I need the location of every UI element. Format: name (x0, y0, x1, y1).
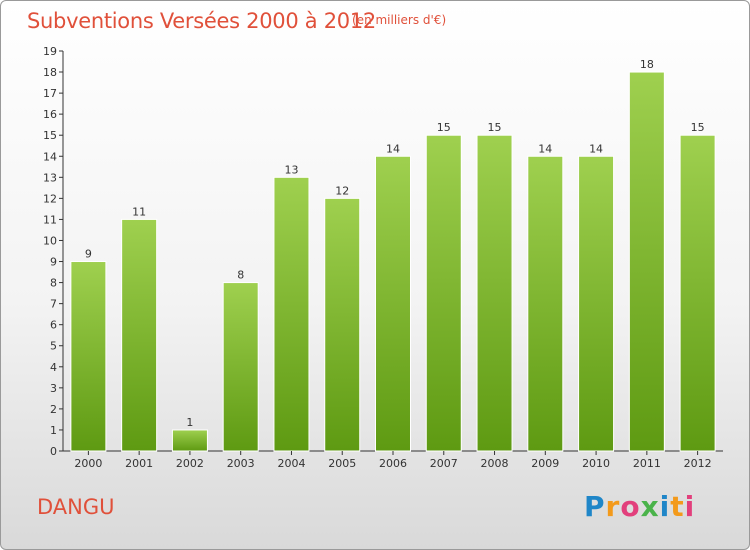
y-tick-label: 13 (43, 171, 57, 184)
y-tick-label: 9 (50, 256, 57, 269)
x-tick-label: 2004 (277, 457, 305, 470)
bar (324, 197, 361, 452)
data-label: 1 (186, 416, 193, 429)
y-tick-label: 0 (50, 445, 57, 458)
bar (476, 134, 513, 452)
bar (121, 218, 158, 452)
data-label: 15 (437, 121, 451, 134)
bar (375, 155, 411, 452)
y-tick-label: 18 (43, 66, 57, 79)
x-tick-label: 2002 (176, 457, 204, 470)
bar (171, 429, 208, 452)
x-tick-label: 2007 (430, 457, 458, 470)
data-label: 11 (132, 205, 146, 218)
bar (628, 71, 665, 452)
data-label: 9 (85, 248, 92, 261)
x-tick-label: 2009 (531, 457, 559, 470)
y-tick-label: 12 (43, 192, 57, 205)
x-tick-label: 2008 (481, 457, 509, 470)
bar (222, 282, 259, 452)
y-tick-label: 15 (43, 129, 57, 142)
x-tick-label: 2012 (684, 457, 712, 470)
proxiti-logo: Proxiti (584, 490, 696, 523)
y-tick-label: 1 (50, 424, 57, 437)
y-tick-label: 17 (43, 87, 57, 100)
y-tick-label: 14 (43, 150, 57, 163)
x-tick-label: 2003 (227, 457, 255, 470)
data-label: 18 (640, 58, 654, 71)
data-label: 15 (691, 121, 705, 134)
y-tick-label: 11 (43, 213, 57, 226)
x-tick-label: 2001 (125, 457, 153, 470)
data-label: 14 (538, 142, 552, 155)
bar (679, 134, 716, 452)
data-label: 13 (284, 163, 298, 176)
bar (425, 134, 462, 452)
chart-subtitle: (en milliers d'€) (352, 13, 447, 27)
bar (527, 155, 564, 452)
bar (273, 176, 310, 452)
y-tick-label: 16 (43, 108, 57, 121)
y-tick-label: 10 (43, 234, 57, 247)
data-label: 15 (488, 121, 502, 134)
x-tick-label: 2011 (633, 457, 661, 470)
bar (578, 155, 615, 452)
y-tick-label: 7 (50, 298, 57, 311)
commune-name: DANGU (37, 495, 115, 519)
y-tick-label: 19 (43, 45, 57, 58)
y-tick-label: 8 (50, 277, 57, 290)
y-tick-label: 2 (50, 403, 57, 416)
x-tick-label: 2005 (328, 457, 356, 470)
data-label: 12 (335, 184, 349, 197)
data-label: 14 (386, 142, 400, 155)
bar (70, 261, 107, 452)
y-tick-label: 4 (50, 361, 57, 374)
y-tick-label: 3 (50, 382, 57, 395)
x-tick-label: 2010 (582, 457, 610, 470)
x-tick-label: 2000 (74, 457, 102, 470)
y-tick-label: 6 (50, 319, 57, 332)
y-tick-label: 5 (50, 340, 57, 353)
data-label: 8 (237, 269, 244, 282)
x-tick-label: 2006 (379, 457, 407, 470)
chart-title: Subventions Versées 2000 à 2012 (27, 9, 376, 33)
data-label: 14 (589, 142, 603, 155)
